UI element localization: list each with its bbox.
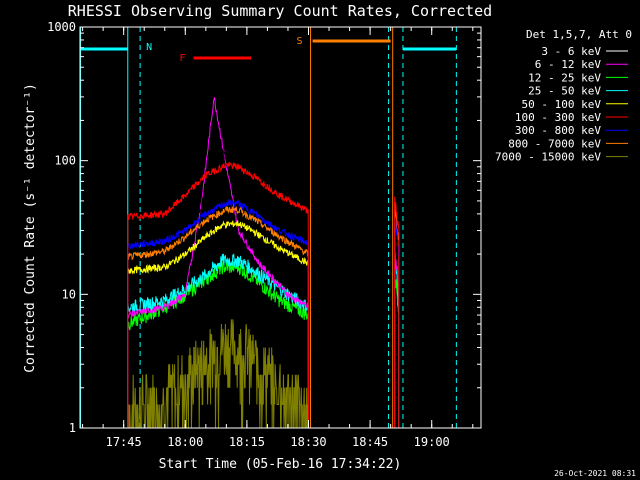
x-tick-label: 17:45: [106, 435, 142, 449]
annotation-f: F: [179, 53, 185, 64]
legend-entry-label: 300 - 800 keV: [515, 124, 601, 137]
x-axis: 17:45 18:00 18:15 18:30 18:45 19:00: [82, 27, 474, 449]
legend-entry-label: 25 - 50 keV: [528, 85, 601, 98]
x-tick-label: 18:00: [167, 435, 203, 449]
observing-interval-lines: [80, 27, 457, 428]
y-axis-label: Corrected Count Rate (s⁻¹ detector⁻¹): [23, 83, 38, 373]
y-tick-label: 1: [69, 421, 76, 435]
annotation-s: S: [297, 36, 303, 47]
legend-entry-label: 100 - 300 keV: [515, 111, 601, 124]
legend-entry-label: 12 - 25 keV: [528, 71, 601, 84]
x-tick-label: 18:30: [290, 435, 326, 449]
series-line: [127, 161, 309, 428]
chart-title: RHESSI Observing Summary Count Rates, Co…: [68, 2, 492, 20]
legend-title: Det 1,5,7, Att 0: [526, 28, 632, 41]
x-tick-label: 18:45: [352, 435, 388, 449]
y-axis: 1 10 100 1000: [47, 20, 481, 435]
x-tick-label: 18:15: [229, 435, 265, 449]
timestamp: 26-Oct-2021 08:31: [554, 469, 636, 478]
series-line: [127, 97, 309, 428]
series-line: [127, 220, 309, 428]
legend-entry-label: 6 - 12 keV: [535, 58, 602, 71]
series-line: [127, 319, 309, 428]
plot-frame: [79, 26, 482, 429]
legend-entry-label: 800 - 7000 keV: [508, 137, 601, 150]
x-tick-label: 19:00: [414, 435, 450, 449]
annotation-n: N: [146, 42, 152, 53]
series-line: [127, 206, 309, 428]
series-line: [127, 199, 309, 428]
x-axis-label: Start Time (05-Feb-16 17:34:22): [159, 457, 402, 472]
legend-entry-label: 3 - 6 keV: [541, 45, 601, 58]
legend-entry-label: 7000 - 15000 keV: [495, 151, 601, 164]
legend-entry-label: 50 - 100 keV: [522, 98, 602, 111]
y-tick-label: 10: [62, 287, 76, 301]
series-layer: [127, 97, 400, 428]
series-line-late: [394, 196, 400, 428]
y-tick-label: 1000: [47, 20, 76, 34]
y-tick-label: 100: [54, 154, 76, 168]
annotations: N F S: [146, 36, 302, 64]
